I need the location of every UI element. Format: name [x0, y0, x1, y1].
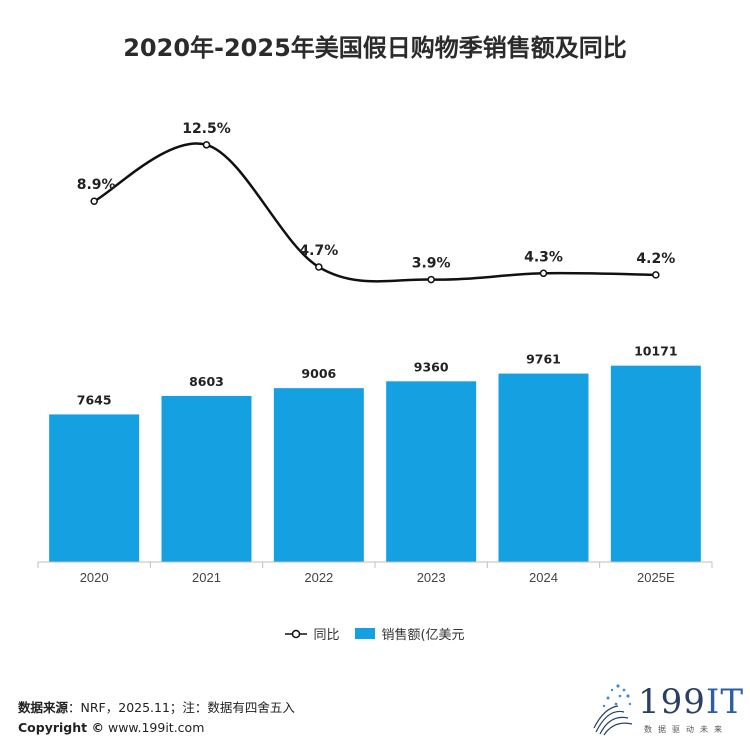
- source-text: ：NRF，2025.11；注：数据有四舍五入: [68, 700, 295, 715]
- x-tick-label: 2023: [417, 570, 446, 585]
- source-note: 数据来源：NRF，2025.11；注：数据有四舍五入: [18, 697, 295, 716]
- legend-bar-swatch-icon: [355, 628, 376, 639]
- logo-tagline: 数据驱动未来: [644, 725, 728, 734]
- x-tick-label: 2022: [304, 570, 333, 585]
- x-axis-ticks: [37, 562, 713, 568]
- legend-label-sales: 销售额(亿美元: [381, 628, 465, 643]
- legend-item-yoy: 同比: [285, 624, 339, 643]
- bar-value-label: 9360: [414, 359, 449, 374]
- bar-series: [49, 365, 701, 562]
- bar-value-label: 9761: [526, 352, 561, 367]
- bar-2022: [273, 388, 364, 562]
- bar-value-label: 10171: [634, 344, 678, 359]
- bar-2025E: [610, 365, 701, 562]
- yoy-label: 8.9%: [77, 177, 116, 193]
- bar-2024: [498, 373, 589, 562]
- legend-line-icon: [285, 629, 308, 638]
- yoy-points: [90, 141, 660, 284]
- copyright-label: Copyright ©: [18, 720, 104, 735]
- yoy-labels: 8.9% 12.5% 4.7% 3.9% 4.3% 4.2%: [77, 121, 675, 272]
- yoy-label: 4.3%: [524, 249, 563, 265]
- legend-label-yoy: 同比: [313, 628, 340, 643]
- x-tick-label: 2025E: [637, 570, 675, 585]
- yoy-label: 4.7%: [299, 243, 338, 259]
- logo-wordmark: 199IT: [638, 682, 745, 722]
- yoy-point-2025E: [652, 271, 660, 279]
- source-label: 数据来源: [18, 700, 69, 715]
- chart-title: 2020年-2025年美国假日购物季销售额及同比: [123, 34, 627, 62]
- bar-2021: [161, 395, 252, 562]
- x-axis-labels: 2020 2021 2022 2023 2024 2025E: [80, 570, 675, 585]
- yoy-point-2021: [202, 141, 211, 149]
- yoy-point-2023: [427, 275, 435, 284]
- yoy-label: 3.9%: [412, 256, 451, 272]
- bar-2023: [386, 381, 477, 562]
- copyright-url: www.199it.com: [107, 720, 205, 735]
- yoy-point-2022: [315, 263, 323, 271]
- copyright-note: Copyright © www.199it.com: [18, 720, 204, 735]
- yoy-line: [93, 142, 656, 283]
- x-tick-label: 2021: [192, 570, 221, 585]
- yoy-point-2020: [90, 197, 98, 205]
- yoy-label: 4.2%: [636, 251, 675, 267]
- logo-dots-icon: [593, 684, 633, 736]
- bar-2020: [49, 414, 140, 562]
- bar-value-label: 7645: [77, 392, 112, 407]
- x-tick-label: 2020: [80, 570, 109, 585]
- bar-value-label: 8603: [189, 374, 224, 389]
- yoy-point-2024: [539, 269, 548, 278]
- legend: 同比 销售额(亿美元: [0, 624, 750, 643]
- x-tick-label: 2024: [529, 570, 558, 585]
- legend-item-sales: 销售额(亿美元: [355, 624, 465, 643]
- bar-value-labels: 7645 8603 9006 9360 9761 10171: [77, 344, 678, 408]
- brand-logo: 199IT 数据驱动未来: [588, 678, 743, 738]
- bar-value-label: 9006: [301, 366, 336, 381]
- yoy-label: 12.5%: [182, 121, 231, 137]
